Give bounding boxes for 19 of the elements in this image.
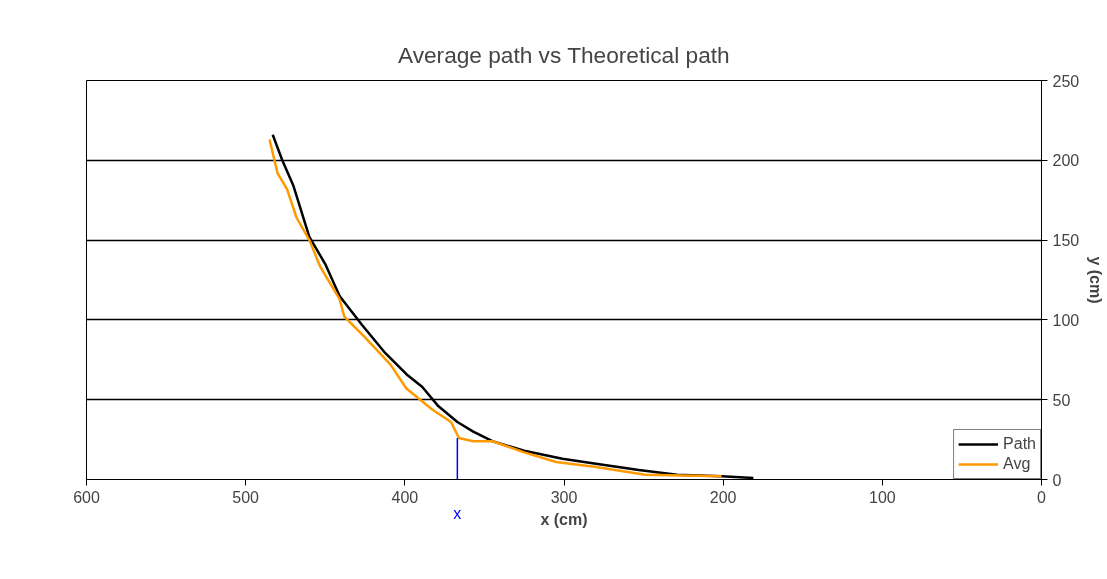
y-tick-label: 150 [1052, 232, 1080, 250]
y-axis-title: y (cm) [1087, 256, 1105, 304]
y-tick-label: 200 [1052, 152, 1080, 170]
legend-label: Path [1003, 435, 1036, 453]
x-tick-label: 400 [391, 488, 419, 506]
x-tick-label: 500 [232, 488, 260, 506]
y-tick-label: 50 [1052, 391, 1071, 409]
annotation: x [453, 504, 462, 522]
x-axis-title: x (cm) [540, 510, 588, 528]
x-tick-label: 300 [550, 488, 578, 506]
chart-title: Average path vs Theoretical path [397, 42, 730, 68]
x-tick-label: 600 [73, 488, 100, 506]
x-tick-label: 200 [709, 488, 737, 506]
y-tick-label: 100 [1052, 311, 1080, 329]
x-tick-label: 100 [868, 488, 896, 506]
legend-label: Avg [1003, 455, 1031, 473]
x-tick-label: 0 [1037, 488, 1047, 506]
y-tick-label: 0 [1052, 471, 1062, 489]
y-tick-label: 250 [1052, 72, 1080, 90]
